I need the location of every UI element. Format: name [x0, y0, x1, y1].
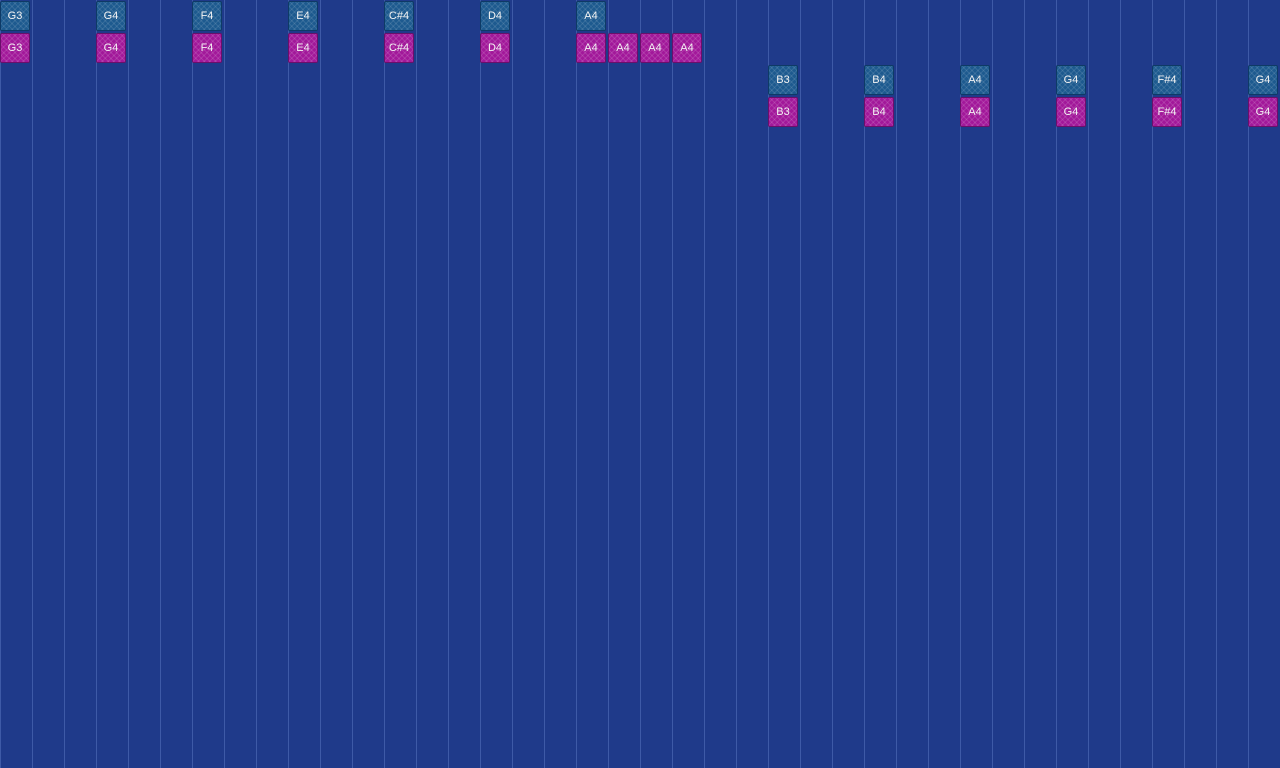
- pink-note-block[interactable]: G4: [1248, 97, 1278, 127]
- pink-note-block[interactable]: D4: [480, 33, 510, 63]
- pink-note-block[interactable]: E4: [288, 33, 318, 63]
- blue-note-block[interactable]: B3: [768, 65, 798, 95]
- pink-note-block[interactable]: F4: [192, 33, 222, 63]
- blue-note-block[interactable]: G4: [96, 1, 126, 31]
- blue-note-block[interactable]: A4: [576, 1, 606, 31]
- blue-note-block[interactable]: G3: [0, 1, 30, 31]
- pink-note-block[interactable]: F#4: [1152, 97, 1182, 127]
- blue-note-block[interactable]: G4: [1248, 65, 1278, 95]
- blue-note-block[interactable]: C#4: [384, 1, 414, 31]
- blue-note-block[interactable]: F4: [192, 1, 222, 31]
- blue-note-block[interactable]: F#4: [1152, 65, 1182, 95]
- pink-note-block[interactable]: B3: [768, 97, 798, 127]
- pink-note-block[interactable]: G4: [96, 33, 126, 63]
- blue-note-block[interactable]: G4: [1056, 65, 1086, 95]
- pink-note-block[interactable]: G3: [0, 33, 30, 63]
- pink-note-block[interactable]: A4: [960, 97, 990, 127]
- pink-note-block[interactable]: C#4: [384, 33, 414, 63]
- pink-note-block[interactable]: B4: [864, 97, 894, 127]
- pink-note-block[interactable]: A4: [576, 33, 606, 63]
- pink-note-block[interactable]: A4: [672, 33, 702, 63]
- pink-note-block[interactable]: A4: [608, 33, 638, 63]
- blue-note-block[interactable]: E4: [288, 1, 318, 31]
- blue-note-block[interactable]: B4: [864, 65, 894, 95]
- pink-note-block[interactable]: A4: [640, 33, 670, 63]
- blue-note-block[interactable]: D4: [480, 1, 510, 31]
- blue-note-block[interactable]: A4: [960, 65, 990, 95]
- pink-note-block[interactable]: G4: [1056, 97, 1086, 127]
